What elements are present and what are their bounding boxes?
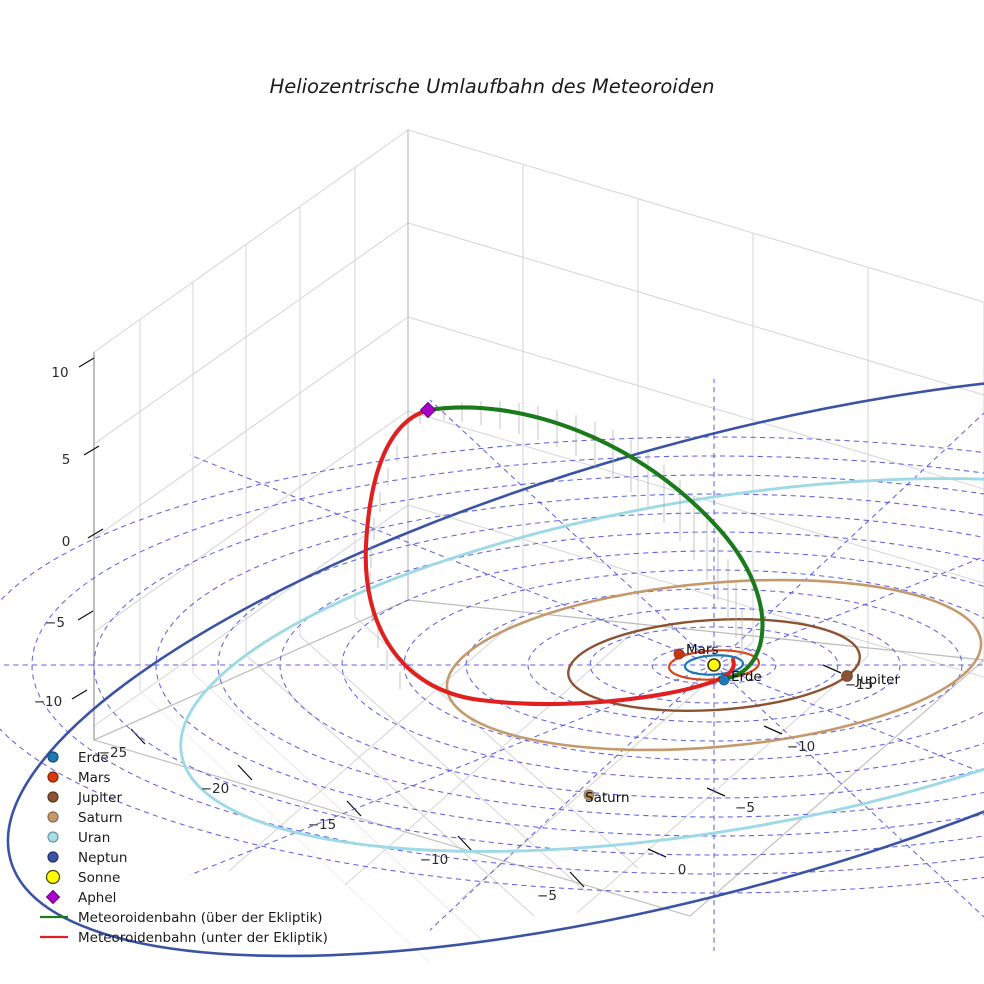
tick-label-x-4: −5 [537, 888, 557, 904]
planet-label-saturn: Saturn [585, 790, 630, 806]
tick-label-z-1: 5 [62, 452, 71, 468]
planet-orbits [6, 372, 984, 958]
planet-label-mars: Mars [686, 642, 719, 658]
planet-marker-jupiter [841, 670, 854, 683]
y-axis [647, 664, 842, 858]
tick-label-y-3: 0 [678, 862, 687, 878]
planet-marker-erde [718, 674, 730, 686]
legend-label: Sonne [78, 870, 120, 886]
x-axis [130, 728, 585, 888]
legend-marker-saturn [47, 811, 59, 823]
orbit-saturn [445, 578, 983, 752]
planet-marker-mars [673, 648, 685, 660]
tick-label-y-1: −10 [787, 739, 816, 755]
legend: Erde Mars Jupiter Saturn Uran Neptun Sonne Aphe… [40, 750, 328, 946]
body-markers-group: Mars Erde Jupiter Saturn [419, 401, 900, 806]
legend-label: Uran [78, 830, 110, 846]
tick-label-y-2: −5 [735, 800, 755, 816]
legend-item-erde[interactable]: Erde [47, 750, 109, 766]
legend-marker-uran [47, 831, 59, 843]
sun-marker [707, 658, 721, 672]
legend-marker-erde [47, 751, 59, 763]
tick-label-x-3: −10 [420, 852, 449, 868]
meteoroid-orbit-above-ecliptic [426, 405, 765, 681]
planet-marker-saturn [583, 789, 595, 801]
tick-label-y-0: −15 [845, 677, 874, 693]
legend-item-aphel[interactable]: Aphel [45, 889, 117, 906]
tick-label-x-1: −20 [201, 781, 230, 797]
planet-label-jupiter: Jupiter [855, 672, 900, 688]
legend-label: Saturn [78, 810, 123, 826]
orbit-neptun [6, 372, 984, 958]
tick-label-x-0: −25 [99, 745, 128, 761]
legend-item-sonne[interactable]: Sonne [45, 869, 121, 886]
tick-label-z-0: 10 [51, 365, 68, 381]
tick-label-x-2: −15 [308, 817, 337, 833]
legend-marker-neptun [47, 851, 59, 863]
legend-marker-aphel [45, 889, 61, 905]
legend-item-neptun[interactable]: Neptun [47, 850, 127, 866]
legend-item-meteoroidenbahn[interactable]: Meteoroidenbahn (unter der Ekliptik) [40, 930, 328, 946]
legend-label: Meteoroidenbahn (über der Ekliptik) [78, 910, 323, 926]
legend-label: Mars [78, 770, 111, 786]
legend-label: Erde [78, 750, 109, 766]
meteoroid-orbit-below-ecliptic [363, 407, 736, 706]
planet-label-erde: Erde [731, 669, 762, 685]
aphel-marker [419, 401, 437, 419]
legend-label: Meteoroidenbahn (unter der Ekliptik) [78, 930, 328, 946]
legend-item-saturn[interactable]: Saturn [47, 810, 123, 826]
tick-label-z-3: −5 [45, 615, 65, 631]
legend-item-uran[interactable]: Uran [47, 830, 110, 846]
tick-labels-group: 10 5 0 −5 −10 −25 −20 −15 −10 −5 −15 −10 −5 0 [34, 365, 874, 904]
legend-item-mars[interactable]: Mars [47, 770, 111, 786]
tick-label-z-4: −10 [34, 694, 63, 710]
legend-label: Jupiter [77, 790, 122, 806]
legend-marker-sonne [45, 869, 61, 885]
legend-label: Neptun [78, 850, 127, 866]
legend-marker-jupiter [47, 791, 59, 803]
legend-marker-mars [47, 771, 59, 783]
meteoroid-orbit [363, 405, 765, 706]
orbit-jupiter [567, 618, 861, 712]
chart-title: Heliozentrische Umlaufbahn des Meteoroid… [270, 75, 715, 98]
orbit-uran [179, 477, 984, 853]
z-axis [71, 352, 104, 740]
tick-label-z-2: 0 [62, 534, 71, 550]
legend-item-jupiter[interactable]: Jupiter [47, 790, 122, 806]
legend-label: Aphel [78, 890, 116, 906]
legend-item-meteoroidenbahn[interactable]: Meteoroidenbahn (über der Ekliptik) [40, 910, 323, 926]
orbit-erde [683, 654, 745, 676]
